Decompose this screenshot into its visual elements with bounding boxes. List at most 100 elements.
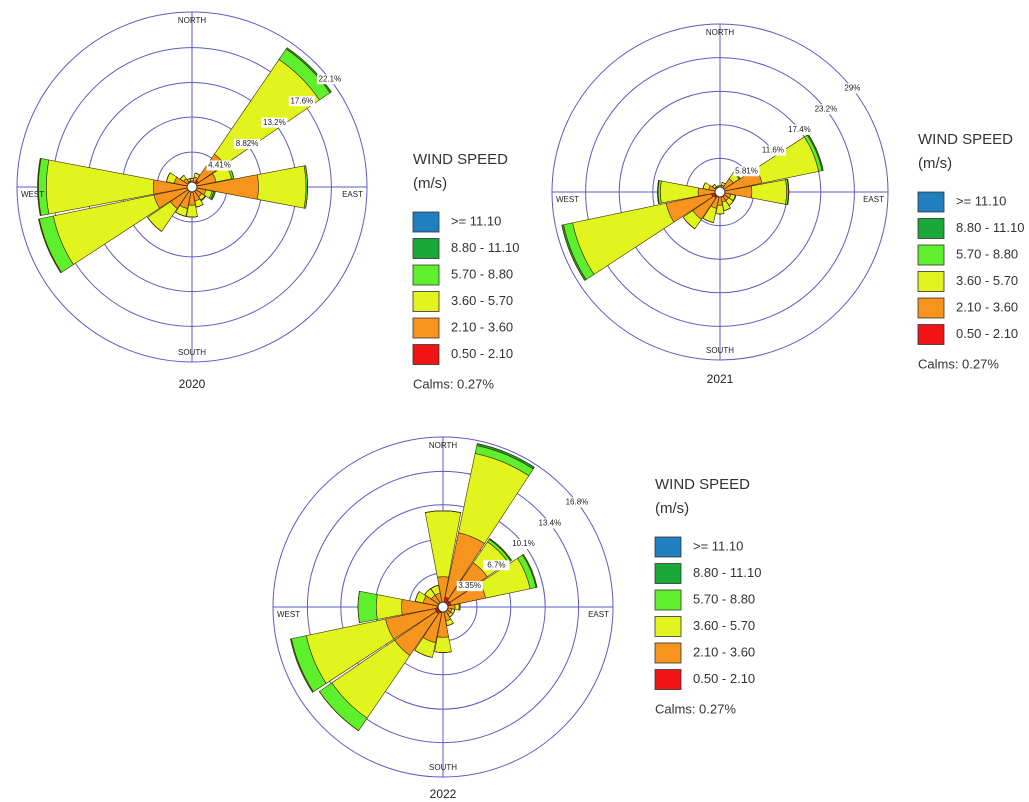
wedge-segment (446, 622, 454, 627)
legend-label: 3.60 - 5.70 (693, 618, 755, 633)
ring-label-bg (786, 124, 813, 135)
legend-units: (m/s) (413, 175, 447, 192)
wedge-segment (489, 538, 512, 561)
wind-rose: 3.35% 6.7% 10.1% 13.4% 16.8% NORTH EAST SOUTH WE… (272, 436, 614, 801)
legend-swatch (654, 536, 682, 558)
ring-label-bg (261, 117, 288, 128)
wedge-segment (38, 219, 62, 273)
wedge-segment (290, 638, 313, 693)
ring-label: 6.7% (487, 560, 505, 569)
legend: WIND SPEED (m/s) >= 11.10 8.80 - 11.10 5.70 … (412, 151, 519, 391)
wedge-segment (561, 225, 585, 281)
wedge-segment (357, 591, 360, 623)
ring-label: 13.2% (263, 118, 286, 127)
wedge-segment (201, 196, 206, 201)
direction-label: SOUTH (178, 348, 206, 357)
direction-label: EAST (588, 610, 609, 619)
legend-swatch (412, 344, 440, 365)
legend-swatch (412, 211, 440, 233)
legend-swatch (654, 642, 682, 664)
wedge-segment (723, 207, 731, 212)
calm-circle (186, 181, 198, 193)
wedge-segment (728, 200, 734, 206)
legend-units: (m/s) (918, 155, 952, 172)
ring-label-bg (206, 160, 233, 171)
ring-label: 10.1% (512, 539, 535, 548)
ring-label-bg (234, 139, 261, 150)
direction-label: NORTH (429, 441, 458, 450)
legend-label: 2.10 - 3.60 (451, 319, 513, 334)
annotation: Calms: 0.27% (655, 701, 736, 716)
ring-label-bg (733, 166, 760, 177)
legend-label: 0.50 - 2.10 (956, 326, 1018, 341)
direction-label: WEST (21, 190, 44, 199)
ring-label: 17.6% (290, 96, 313, 105)
direction-label: NORTH (706, 28, 735, 37)
legend: WIND SPEED (m/s) >= 11.10 8.80 - 11.10 5.70 … (917, 131, 1024, 371)
legend-label: 0.50 - 2.10 (693, 671, 755, 686)
legend-swatch (412, 264, 440, 286)
wedge-segment (196, 203, 204, 208)
ring-label: 8.82% (236, 139, 259, 148)
chart-title: 2021 (707, 372, 734, 386)
annotation: Calms: 0.27% (413, 376, 494, 391)
legend-swatch (917, 297, 945, 319)
legend-swatch (654, 563, 682, 584)
wedge-segment (702, 182, 711, 190)
ring-label: 3.35% (458, 581, 481, 590)
legend-label: 3.60 - 5.70 (956, 273, 1018, 288)
direction-label: EAST (342, 190, 363, 199)
wedge-segment (375, 594, 403, 620)
ring-label-bg (510, 539, 537, 550)
legend-swatch (412, 291, 440, 312)
legend-swatch (412, 317, 440, 339)
ring-label-bg (316, 74, 343, 85)
legend-swatch (917, 324, 945, 345)
wind-rose: 5.81% 11.6% 17.4% 23.2% 29% NORTH EAST SOUTH WES… (551, 23, 889, 386)
ring-label: 22.1% (319, 74, 342, 83)
calm-circle (437, 601, 449, 613)
direction-label: SOUTH (429, 763, 457, 772)
legend-label: 0.50 - 2.10 (451, 346, 513, 361)
ring-label-bg (536, 518, 563, 529)
legend-label: >= 11.10 (956, 193, 1006, 208)
legend-label: 5.70 - 8.80 (956, 246, 1018, 261)
ring-label: 11.6% (762, 146, 784, 155)
legend-label: 8.80 - 11.10 (956, 220, 1024, 235)
direction-label: WEST (277, 610, 300, 619)
wedge-segment (434, 636, 452, 653)
wedge-segment (716, 185, 719, 187)
ring-label-bg (483, 560, 510, 571)
legend-label: 2.10 - 3.60 (956, 299, 1018, 314)
ring-label: 13.4% (539, 519, 562, 528)
wedge-segment (179, 174, 185, 180)
wedge-segment (523, 554, 538, 588)
ring-label-bg (759, 145, 786, 156)
chart-title: 2020 (179, 377, 206, 391)
direction-label: WEST (556, 195, 579, 204)
ring-label-bg (563, 497, 590, 508)
legend-swatch (917, 271, 945, 292)
wedge-segment (286, 47, 332, 93)
wedge-segment (454, 603, 460, 611)
calm-circle (714, 186, 726, 198)
legend-swatch (654, 616, 682, 637)
legend: WIND SPEED (m/s) >= 11.10 8.80 - 11.10 5.70 … (654, 476, 761, 716)
legend-label: >= 11.10 (693, 538, 743, 553)
legend-label: >= 11.10 (451, 213, 501, 228)
ring-label: 17.4% (788, 125, 811, 134)
legend-swatch (917, 191, 945, 213)
legend-label: 2.10 - 3.60 (693, 644, 755, 659)
legend-label: 3.60 - 5.70 (451, 293, 513, 308)
ring-label: 4.41% (208, 161, 231, 170)
wedge-segment (305, 165, 308, 209)
annotation: Calms: 0.27% (918, 356, 999, 371)
ring-label: 16.8% (566, 497, 589, 506)
direction-label: EAST (863, 195, 884, 204)
wedge-segment (414, 591, 420, 602)
ring-label-bg (456, 581, 483, 592)
direction-label: NORTH (178, 16, 207, 25)
legend-swatch (917, 218, 945, 239)
legend-swatch (654, 589, 682, 611)
legend-units: (m/s) (655, 500, 689, 517)
